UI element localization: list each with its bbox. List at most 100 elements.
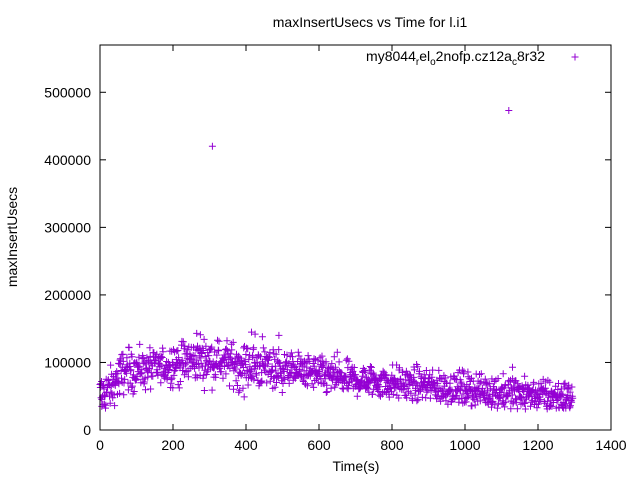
data-point xyxy=(242,351,250,358)
data-point xyxy=(369,390,376,398)
data-point xyxy=(345,357,353,365)
data-point xyxy=(158,354,166,361)
data-point xyxy=(418,375,426,382)
data-point xyxy=(566,388,574,396)
data-point xyxy=(269,366,276,374)
data-point xyxy=(120,391,128,399)
data-point xyxy=(395,394,403,402)
data-points xyxy=(96,107,577,413)
data-point xyxy=(548,402,556,410)
chart-title: maxInsertUsecs vs Time for l.i1 xyxy=(273,14,468,30)
data-point xyxy=(146,344,154,352)
data-point xyxy=(200,387,208,394)
data-point xyxy=(484,386,491,394)
x-axis-label: Time(s) xyxy=(333,458,380,474)
outlier-point xyxy=(240,393,248,401)
data-point xyxy=(374,381,382,389)
outlier-point xyxy=(275,331,283,339)
data-point xyxy=(226,382,233,390)
outlier-point xyxy=(196,331,204,339)
data-point xyxy=(278,389,286,396)
outlier-point xyxy=(509,363,516,371)
data-point xyxy=(265,353,273,361)
data-point xyxy=(147,385,155,393)
data-point xyxy=(541,384,549,392)
data-point xyxy=(376,376,384,384)
data-point xyxy=(345,382,352,390)
data-point xyxy=(413,397,421,405)
data-point xyxy=(520,400,528,407)
data-point xyxy=(304,352,312,360)
data-point xyxy=(223,337,231,345)
data-point xyxy=(237,371,245,379)
data-point xyxy=(410,373,418,381)
data-point xyxy=(283,351,291,359)
data-point xyxy=(249,353,257,361)
data-point xyxy=(163,358,171,365)
data-point xyxy=(416,367,423,375)
data-point xyxy=(235,368,243,376)
data-point xyxy=(486,380,494,388)
data-point xyxy=(322,358,330,366)
data-point xyxy=(102,401,110,409)
plot-frame xyxy=(99,44,612,431)
data-point xyxy=(118,374,125,382)
data-point xyxy=(130,388,138,395)
data-point xyxy=(476,371,483,378)
data-point xyxy=(397,375,405,383)
data-point xyxy=(508,391,516,399)
data-point xyxy=(195,364,203,372)
data-point xyxy=(272,350,280,358)
data-point xyxy=(135,353,143,361)
data-point xyxy=(184,346,192,354)
data-point xyxy=(115,380,123,388)
data-point xyxy=(207,345,215,353)
data-point xyxy=(446,379,454,387)
data-point xyxy=(119,350,127,358)
data-point xyxy=(362,383,370,390)
data-point xyxy=(533,404,541,412)
data-point xyxy=(468,374,475,382)
data-point xyxy=(501,403,509,411)
data-point xyxy=(504,392,512,400)
x-tick-label: 400 xyxy=(234,437,258,453)
data-point xyxy=(208,343,216,351)
data-point xyxy=(175,384,183,392)
data-point xyxy=(490,378,498,385)
outlier-point xyxy=(248,328,255,336)
data-point xyxy=(513,405,521,413)
data-point xyxy=(97,394,105,402)
data-point xyxy=(328,360,336,368)
data-point xyxy=(439,385,447,393)
data-point xyxy=(214,336,221,344)
data-point xyxy=(329,376,336,384)
data-point xyxy=(244,381,252,389)
axis-ticks: 0 200 400 600 800 1000 1200 1400 0 100000 200000 30… xyxy=(44,45,627,453)
data-point xyxy=(272,367,280,375)
data-point xyxy=(559,390,567,398)
data-point xyxy=(261,348,269,356)
data-point xyxy=(258,377,266,385)
data-point xyxy=(521,399,529,407)
data-point xyxy=(482,379,490,387)
x-tick-label: 1000 xyxy=(449,437,480,453)
data-point xyxy=(216,362,224,370)
data-point xyxy=(253,371,260,379)
data-point xyxy=(157,379,165,387)
data-point xyxy=(546,378,554,386)
data-point xyxy=(372,375,379,383)
data-point xyxy=(136,370,144,378)
data-point xyxy=(468,402,476,410)
y-axis-label: maxInsertUsecs xyxy=(4,187,20,287)
data-point xyxy=(462,388,470,396)
data-point xyxy=(362,373,370,381)
data-point xyxy=(521,405,529,413)
data-point xyxy=(136,340,144,348)
data-point xyxy=(158,353,165,361)
data-point xyxy=(563,385,571,393)
data-point xyxy=(411,391,419,399)
data-point xyxy=(243,344,251,352)
data-point xyxy=(163,373,171,381)
data-point xyxy=(264,360,272,368)
